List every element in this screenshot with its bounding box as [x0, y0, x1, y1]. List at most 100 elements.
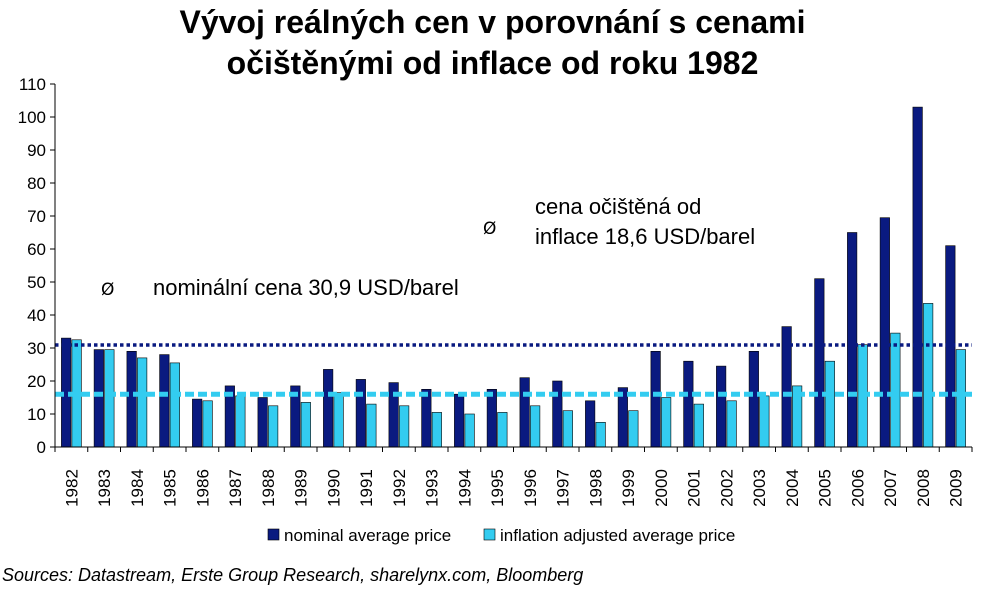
bar-inflation-1991 [366, 403, 377, 448]
bars-layer [61, 106, 966, 448]
x-tick-label-1993: 1993 [423, 469, 442, 507]
bar-inflation-2002 [726, 400, 737, 448]
x-tick-label-2003: 2003 [750, 469, 769, 507]
y-tick-label-30: 30 [27, 339, 46, 358]
x-tick-label-2008: 2008 [914, 469, 933, 507]
bar-nominal-2006 [847, 232, 858, 448]
legend: nominal average price inflation adjusted… [267, 526, 735, 545]
bar-nominal-1995 [486, 388, 497, 448]
bar-inflation-2008 [923, 303, 934, 448]
axis-layer: 0 10 20 30 40 50 60 70 80 90 100 110 1982 1983 1984 198… [18, 75, 973, 507]
y-tick-label-70: 70 [27, 207, 46, 226]
x-tick-label-1997: 1997 [554, 469, 573, 507]
bar-nominal-1990 [323, 369, 334, 448]
y-tick-label-10: 10 [27, 405, 46, 424]
x-tick-label-2007: 2007 [881, 469, 900, 507]
bar-nominal-1994 [454, 393, 465, 448]
x-tick-label-1983: 1983 [95, 469, 114, 507]
y-tick-label-50: 50 [27, 273, 46, 292]
bar-inflation-1993 [431, 412, 442, 448]
bar-inflation-1986 [202, 400, 213, 448]
y-tick-label-40: 40 [27, 306, 46, 325]
annotations-layer: Ø cena očištěná od inflace 18,6 USD/bare… [101, 194, 755, 300]
bar-nominal-1983 [93, 349, 104, 448]
bar-inflation-2007 [890, 332, 901, 448]
bar-nominal-1991 [355, 379, 366, 448]
x-tick-label-1986: 1986 [193, 469, 212, 507]
bar-inflation-1999 [628, 410, 639, 448]
x-tick-label-2006: 2006 [848, 469, 867, 507]
y-tick-label-20: 20 [27, 372, 46, 391]
bar-nominal-2007 [879, 217, 890, 448]
x-tick-label-1999: 1999 [619, 469, 638, 507]
bar-nominal-1985 [159, 354, 170, 448]
bar-nominal-2001 [683, 360, 694, 448]
bar-nominal-1998 [585, 400, 596, 448]
bar-inflation-2001 [693, 403, 704, 448]
y-tick-label-60: 60 [27, 240, 46, 259]
bar-nominal-2000 [650, 350, 661, 448]
source-note: Sources: Datastream, Erste Group Researc… [2, 565, 584, 585]
bar-nominal-1997 [552, 380, 563, 448]
x-tick-label-1991: 1991 [357, 469, 376, 507]
bar-nominal-1993 [421, 388, 432, 448]
bar-inflation-1984 [137, 357, 148, 448]
y-tick-label-80: 80 [27, 174, 46, 193]
bar-nominal-1986 [192, 398, 203, 448]
y-tick-label-90: 90 [27, 141, 46, 160]
bar-inflation-1995 [497, 412, 508, 448]
bar-inflation-2003 [759, 395, 770, 448]
annotation-inflation-line-1: cena očištěná od [535, 194, 701, 219]
bar-inflation-1989 [300, 402, 311, 448]
bar-nominal-1988 [257, 397, 268, 448]
x-tick-label-1995: 1995 [488, 469, 507, 507]
bar-inflation-1983 [104, 349, 115, 448]
bar-inflation-1988 [268, 405, 279, 448]
x-tick-label-1998: 1998 [586, 469, 605, 507]
annotation-nominal: nominální cena 30,9 USD/barel [153, 275, 459, 300]
y-tick-label-110: 110 [19, 75, 46, 94]
legend-label-inflation: inflation adjusted average price [500, 526, 735, 545]
bar-nominal-1996 [519, 377, 530, 448]
x-tick-label-2002: 2002 [717, 469, 736, 507]
bar-inflation-2009 [955, 349, 966, 448]
bar-inflation-1998 [595, 421, 606, 448]
x-tick-label-2009: 2009 [947, 469, 966, 507]
x-tick-label-1984: 1984 [128, 469, 147, 507]
x-tick-label-1992: 1992 [390, 469, 409, 507]
chart-title-line-1: Vývoj reálných cen v porovnání s cenami [179, 4, 806, 40]
x-tick-label-1988: 1988 [259, 469, 278, 507]
x-tick-label-1996: 1996 [521, 469, 540, 507]
bar-inflation-1985 [169, 362, 180, 448]
x-tick-label-2000: 2000 [652, 469, 671, 507]
x-tick-label-1990: 1990 [324, 469, 343, 507]
x-tick-label-2005: 2005 [816, 469, 835, 507]
chart-title-line-2: očištěnými od inflace od roku 1982 [226, 45, 759, 81]
y-tick-label-0: 0 [37, 438, 46, 457]
reference-lines-layer [55, 343, 972, 397]
x-tick-label-1987: 1987 [226, 469, 245, 507]
bar-inflation-1987 [235, 395, 246, 448]
legend-label-nominal: nominal average price [284, 526, 451, 545]
y-tick-label-100: 100 [18, 108, 46, 127]
bar-inflation-1990 [333, 392, 344, 448]
x-tick-label-1985: 1985 [161, 469, 180, 507]
x-tick-label-1982: 1982 [62, 469, 81, 507]
average-symbol-inflation: Ø [483, 219, 496, 239]
bar-nominal-1984 [126, 350, 137, 448]
bar-inflation-1997 [562, 410, 573, 448]
bar-inflation-2005 [824, 360, 835, 448]
legend-swatch-inflation [483, 528, 496, 541]
x-tick-label-2004: 2004 [783, 469, 802, 507]
legend-swatch-nominal [267, 528, 280, 541]
bar-inflation-1992 [399, 405, 410, 448]
bar-inflation-1994 [464, 413, 475, 448]
bar-nominal-2005 [814, 278, 825, 448]
annotation-inflation-line-2: inflace 18,6 USD/barel [535, 224, 755, 249]
x-tick-label-1994: 1994 [455, 469, 474, 507]
chart-title: Vývoj reálných cen v porovnání s cenami … [0, 2, 985, 84]
bar-inflation-2000 [661, 397, 672, 448]
x-tick-label-2001: 2001 [685, 469, 704, 507]
bar-nominal-2002 [716, 365, 727, 448]
